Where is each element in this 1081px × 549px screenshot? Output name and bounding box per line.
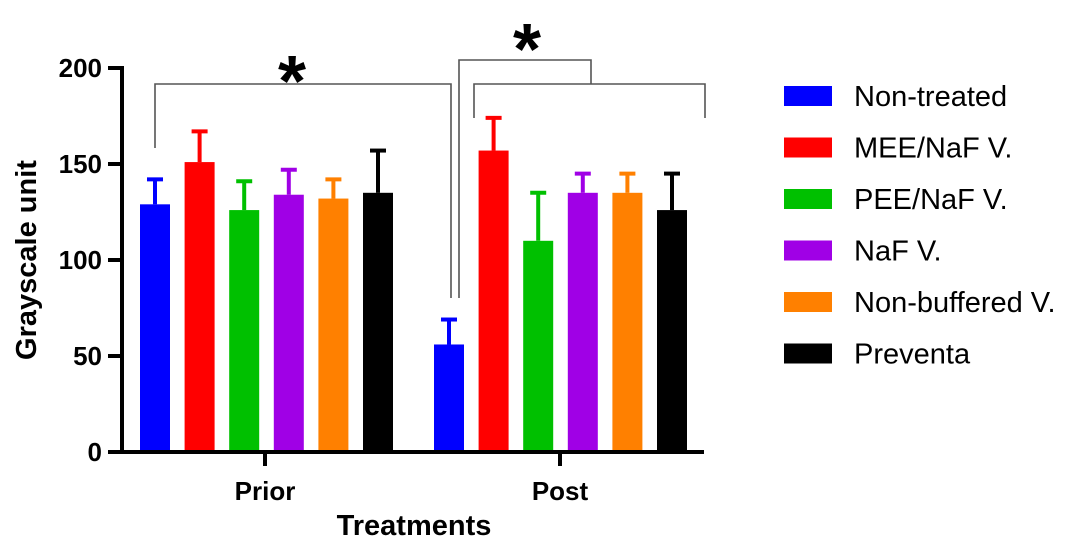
legend-swatch (784, 240, 832, 261)
legend-label: NaF V. (854, 236, 942, 268)
bracket-line (154, 83, 452, 298)
bar (567, 192, 598, 453)
bar (612, 192, 643, 453)
significance-star: * (513, 10, 541, 90)
bar (434, 344, 464, 452)
significance-brackets: * * (154, 10, 706, 298)
bracket-line (458, 59, 592, 298)
plot-area (140, 115, 687, 453)
bar (363, 192, 393, 453)
bar (229, 210, 260, 452)
y-tick-label: 0 (88, 437, 102, 467)
y-tick-label: 100 (59, 245, 102, 275)
bar (184, 162, 215, 452)
x-tick-label: Post (532, 476, 589, 506)
legend-swatch (784, 343, 832, 364)
legend-label: Non-buffered V. (854, 287, 1056, 319)
legend-label: Preventa (854, 339, 971, 371)
y-tick-label: 200 (59, 53, 102, 83)
x-axis-title: Treatments (337, 510, 492, 542)
bar (523, 240, 554, 452)
bar (657, 210, 687, 452)
x-axis: Prior Post (120, 450, 704, 506)
significance-star: * (278, 42, 306, 122)
legend-label: PEE/NaF V. (854, 184, 1008, 216)
legend-swatch (784, 189, 832, 209)
legend-label: Non-treated (854, 81, 1007, 113)
legend: Non-treated MEE/NaF V. PEE/NaF V. NaF V. Non… (784, 81, 1056, 371)
bar (318, 198, 349, 452)
legend-label: MEE/NaF V. (854, 133, 1012, 165)
bracket-line (473, 83, 706, 118)
y-axis: 0 50 100 150 200 (59, 53, 124, 467)
legend-swatch (784, 86, 832, 106)
y-tick-label: 50 (73, 341, 102, 371)
legend-swatch (784, 292, 832, 312)
bar (478, 150, 509, 452)
y-tick-label: 150 (59, 149, 102, 179)
x-tick-label: Prior (235, 476, 296, 506)
bar (140, 204, 170, 452)
y-axis-title: Grayscale unit (11, 160, 43, 360)
bar (273, 194, 304, 452)
legend-swatch (784, 137, 832, 158)
